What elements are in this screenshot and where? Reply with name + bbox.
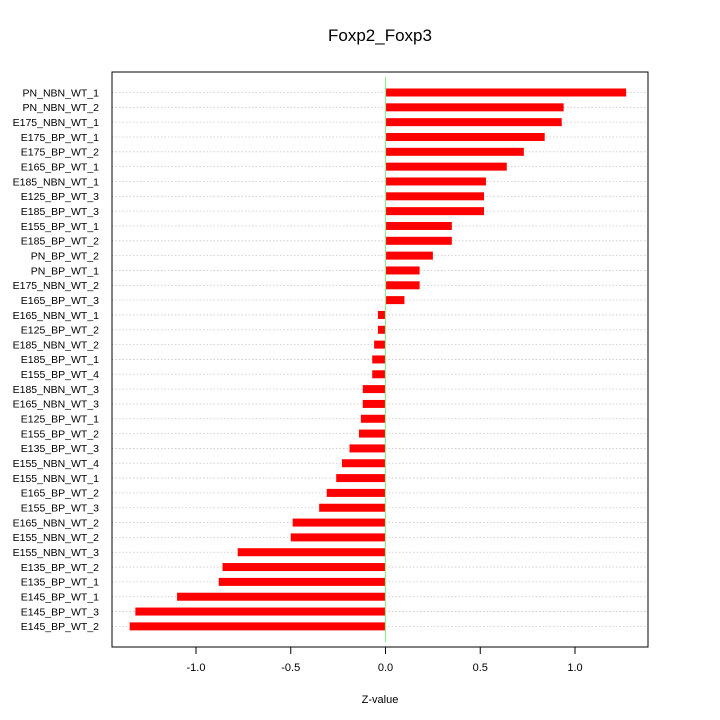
category-label: E155_NBN_WT_3 (13, 547, 100, 559)
category-label: E155_NBN_WT_4 (13, 458, 100, 470)
category-label: E125_BP_WT_2 (21, 325, 99, 337)
x-tick-label: 0.5 (473, 662, 488, 674)
category-label: E145_BP_WT_1 (21, 592, 99, 604)
bar (341, 459, 386, 468)
bar (377, 310, 386, 319)
category-labels: PN_NBN_WT_1 PN_NBN_WT_2 E175_NBN_WT_1 E175_… (13, 87, 100, 633)
bar (218, 577, 386, 586)
category-label: E155_BP_WT_3 (21, 503, 99, 515)
plot-frame (111, 71, 649, 648)
category-label: E155_BP_WT_4 (21, 369, 99, 381)
category-label: E155_BP_WT_1 (21, 221, 99, 233)
bar (385, 281, 420, 290)
bar (385, 162, 507, 171)
bar (349, 444, 386, 453)
bar (385, 207, 485, 216)
x-axis: -1.0 -0.5 0.0 0.5 1.0 (187, 647, 583, 674)
bar (385, 88, 627, 97)
bar (385, 177, 486, 186)
bars (129, 88, 627, 631)
bar (360, 414, 386, 423)
bar (222, 563, 386, 572)
bar (319, 503, 386, 512)
bar (177, 592, 386, 601)
x-axis-label: Z-value (362, 694, 399, 706)
bar (372, 355, 386, 364)
category-label: E165_NBN_WT_2 (13, 517, 100, 529)
bar (385, 132, 545, 141)
x-tick-label: -0.5 (281, 662, 300, 674)
category-label: E175_BP_WT_2 (21, 147, 99, 159)
bar (237, 548, 386, 557)
category-label: E155_NBN_WT_2 (13, 532, 100, 544)
category-label: E175_NBN_WT_2 (13, 280, 100, 292)
category-label: E185_NBN_WT_1 (13, 176, 100, 188)
bar (385, 192, 485, 201)
category-label: E145_BP_WT_2 (21, 621, 99, 633)
bar (385, 118, 562, 127)
bar (385, 236, 452, 245)
bar (135, 607, 386, 616)
category-label: E185_NBN_WT_2 (13, 339, 100, 351)
bar (358, 429, 386, 438)
category-label: E175_NBN_WT_1 (13, 117, 100, 129)
category-label: PN_BP_WT_2 (31, 250, 99, 262)
bar (385, 103, 564, 112)
bar (129, 622, 386, 631)
bar (372, 370, 386, 379)
bar (292, 518, 386, 527)
category-label: E145_BP_WT_3 (21, 606, 99, 618)
bar (385, 296, 405, 305)
category-label: E135_BP_WT_1 (21, 577, 99, 589)
category-label: E165_BP_WT_2 (21, 488, 99, 500)
category-label: E185_BP_WT_3 (21, 206, 99, 218)
category-label: E165_NBN_WT_3 (13, 399, 100, 411)
category-label: PN_BP_WT_1 (31, 265, 99, 277)
bar (336, 474, 386, 483)
category-label: E135_BP_WT_3 (21, 443, 99, 455)
category-label: PN_NBN_WT_2 (23, 102, 100, 114)
category-label: E165_BP_WT_3 (21, 295, 99, 307)
chart-title: Foxp2_Foxp3 (328, 26, 432, 45)
category-label: E175_BP_WT_1 (21, 132, 99, 144)
bar (385, 221, 452, 230)
category-label: E155_BP_WT_2 (21, 428, 99, 440)
x-tick-label: -1.0 (187, 662, 206, 674)
bar (362, 385, 386, 394)
bar (385, 266, 420, 275)
bar (374, 340, 386, 349)
bar (385, 147, 524, 156)
bar (385, 251, 433, 260)
category-label: E155_NBN_WT_1 (13, 473, 100, 485)
category-label: E185_BP_WT_1 (21, 354, 99, 366)
category-label: PN_NBN_WT_1 (23, 87, 100, 99)
category-label: E135_BP_WT_2 (21, 562, 99, 574)
category-label: E185_NBN_WT_3 (13, 384, 100, 396)
bar (362, 399, 386, 408)
bar (326, 488, 386, 497)
category-label: E185_BP_WT_2 (21, 236, 99, 248)
category-label: E125_BP_WT_1 (21, 414, 99, 426)
category-label: E125_BP_WT_3 (21, 191, 99, 203)
x-tick-label: 1.0 (567, 662, 582, 674)
x-tick-label: 0.0 (378, 662, 393, 674)
bar (377, 325, 386, 334)
category-label: E165_BP_WT_1 (21, 161, 99, 173)
bar (290, 533, 386, 542)
category-label: E165_NBN_WT_1 (13, 310, 100, 322)
